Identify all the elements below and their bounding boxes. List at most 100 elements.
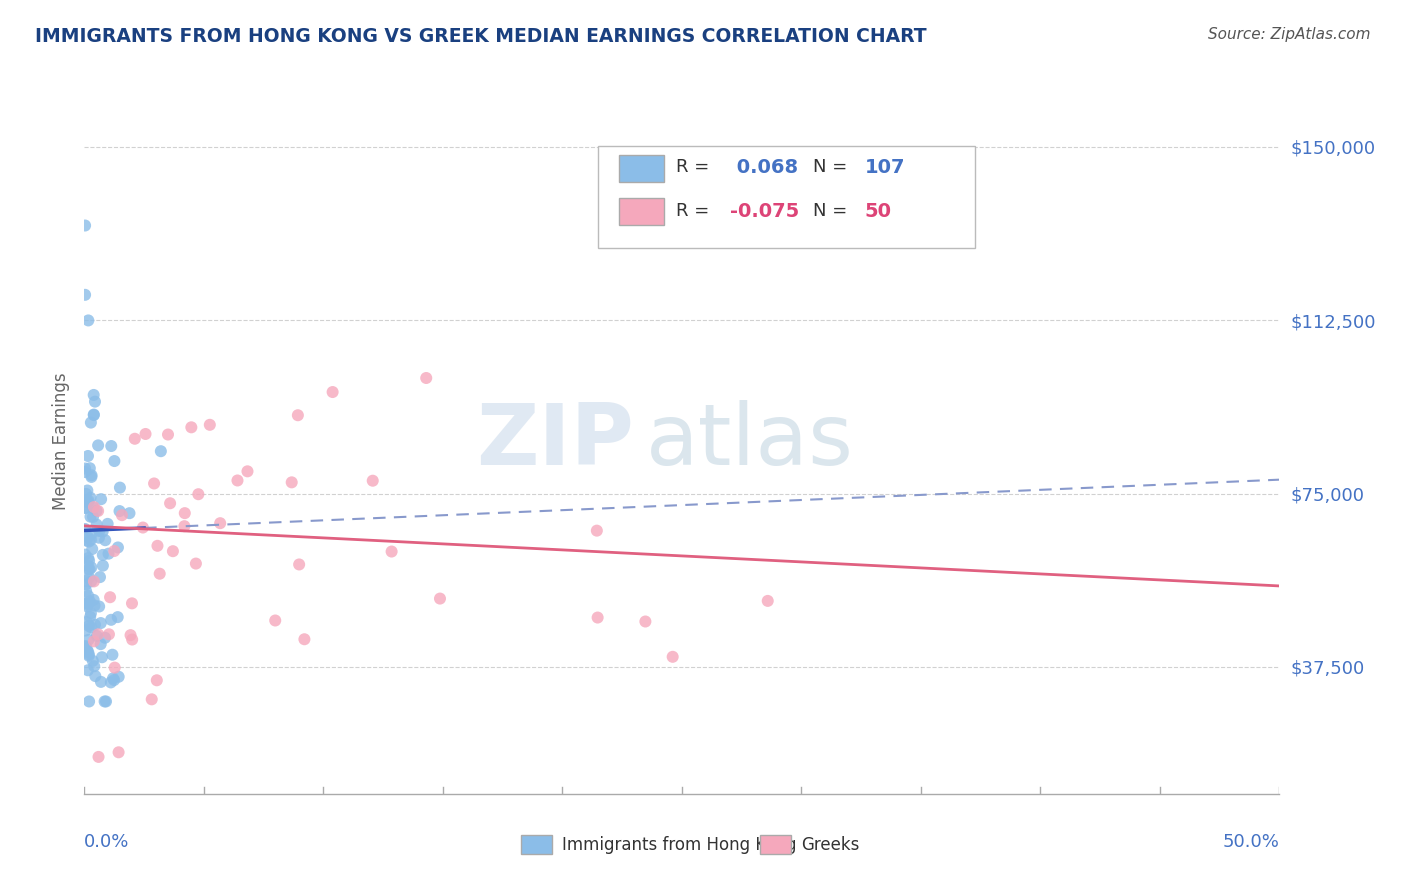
Point: [94, 533, 117, 548]
Point: [80, 560, 103, 574]
Point: [75, 624, 97, 638]
Point: [80, 416, 103, 430]
Point: [132, 520, 155, 534]
FancyBboxPatch shape: [599, 145, 974, 248]
Point: [77, 648, 100, 663]
Point: [634, 615, 657, 629]
Point: [90, 615, 112, 630]
Point: [87, 504, 110, 518]
Point: [149, 444, 172, 458]
Point: [77, 632, 100, 647]
Point: [98, 591, 121, 605]
Point: [80, 470, 103, 484]
Point: [90, 674, 112, 689]
Point: [121, 632, 143, 647]
FancyBboxPatch shape: [619, 154, 664, 181]
Point: [108, 481, 131, 495]
Point: [77, 534, 100, 549]
Point: [75, 219, 97, 233]
Point: [75, 584, 97, 599]
Point: [87, 750, 110, 764]
Point: [86, 504, 108, 518]
Point: [104, 660, 127, 674]
Point: [82, 500, 104, 515]
Point: [103, 454, 125, 468]
Point: [107, 670, 129, 684]
Point: [118, 506, 141, 520]
Point: [77, 648, 100, 662]
Text: Greeks: Greeks: [801, 836, 860, 854]
Point: [103, 673, 125, 687]
Point: [75, 642, 97, 657]
Point: [91, 524, 114, 539]
Point: [187, 487, 209, 501]
Point: [100, 675, 122, 690]
Text: N =: N =: [814, 202, 853, 220]
Point: [79, 509, 101, 524]
Point: [141, 692, 163, 706]
Point: [108, 504, 131, 518]
Point: [100, 613, 122, 627]
Point: [101, 648, 124, 662]
Point: [124, 432, 146, 446]
Point: [287, 409, 309, 423]
Point: [75, 500, 97, 515]
Point: [83, 599, 105, 613]
Text: 107: 107: [865, 158, 905, 177]
Point: [86, 517, 108, 532]
Point: [83, 408, 105, 422]
Text: R =: R =: [676, 202, 714, 220]
Point: [75, 639, 97, 653]
Point: [94, 631, 117, 645]
FancyBboxPatch shape: [619, 198, 664, 225]
Point: [77, 597, 100, 611]
Point: [77, 493, 100, 508]
Point: [97, 627, 120, 641]
Text: R =: R =: [676, 159, 714, 177]
Point: [198, 417, 221, 432]
Point: [97, 516, 120, 531]
Point: [280, 475, 302, 490]
Point: [79, 562, 101, 576]
Point: [226, 474, 249, 488]
Text: atlas: atlas: [647, 400, 853, 483]
Point: [77, 694, 100, 708]
Text: N =: N =: [814, 159, 853, 177]
Point: [80, 468, 103, 483]
Point: [89, 524, 111, 538]
Point: [83, 593, 105, 607]
Point: [173, 506, 195, 520]
Point: [756, 594, 779, 608]
Point: [180, 420, 202, 434]
Point: [209, 516, 232, 531]
Point: [91, 548, 114, 562]
Point: [90, 492, 112, 507]
Point: [80, 607, 103, 621]
Point: [77, 551, 100, 566]
Point: [288, 558, 311, 572]
Point: [76, 663, 98, 677]
Point: [135, 427, 157, 442]
Point: [149, 566, 172, 581]
Point: [91, 558, 114, 573]
Point: [75, 597, 97, 611]
Point: [84, 669, 107, 683]
Point: [82, 542, 104, 557]
Point: [79, 461, 101, 475]
Point: [75, 522, 97, 536]
Point: [173, 519, 195, 533]
Text: 0.0%: 0.0%: [84, 832, 129, 851]
Text: Source: ZipAtlas.com: Source: ZipAtlas.com: [1208, 27, 1371, 42]
Point: [77, 589, 100, 603]
Point: [294, 632, 316, 647]
Point: [82, 654, 104, 668]
Point: [86, 629, 108, 643]
Point: [84, 617, 107, 632]
Point: [77, 530, 100, 544]
FancyBboxPatch shape: [520, 836, 551, 854]
Point: [143, 476, 166, 491]
Point: [79, 594, 101, 608]
Point: [322, 385, 344, 400]
Point: [77, 619, 100, 633]
Point: [83, 500, 105, 514]
